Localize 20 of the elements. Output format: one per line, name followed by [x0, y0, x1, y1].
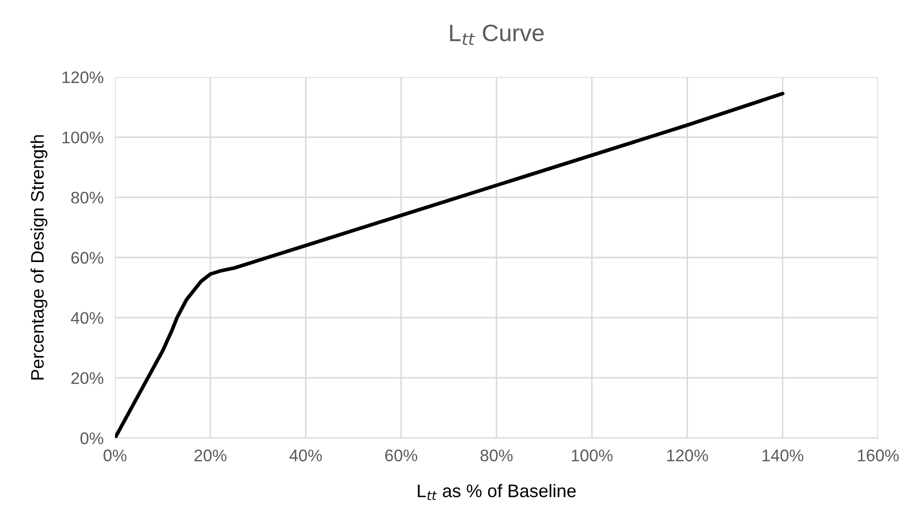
y-tick-label: 40% [70, 312, 104, 324]
x-tick-label: 0% [104, 450, 126, 462]
y-axis-title: Percentage of Design Strength [30, 135, 48, 380]
x-tick-label: 120% [667, 450, 708, 462]
x-tick-label: 20% [194, 450, 226, 462]
x-tick-label: 160% [858, 450, 899, 462]
y-tick-label: 80% [71, 192, 104, 204]
x-axis-title: L$_{tt}$ as % of Baseline [418, 484, 576, 500]
line-series [115, 92, 784, 438]
y-tick-label: 120% [62, 71, 104, 84]
x-tick-label: 100% [572, 450, 613, 462]
y-tick-label: 0% [80, 432, 104, 444]
y-tick-label: 60% [71, 252, 104, 264]
y-tick-label: 20% [71, 372, 104, 384]
chart-title: L$_{tt}$ Curve [450, 24, 544, 45]
x-tick-label: 40% [289, 450, 322, 462]
y-tick-label: 100% [62, 132, 104, 144]
x-tick-label: 60% [385, 450, 418, 462]
x-tick-label: 80% [480, 450, 513, 462]
x-tick-label: 140% [762, 450, 804, 462]
